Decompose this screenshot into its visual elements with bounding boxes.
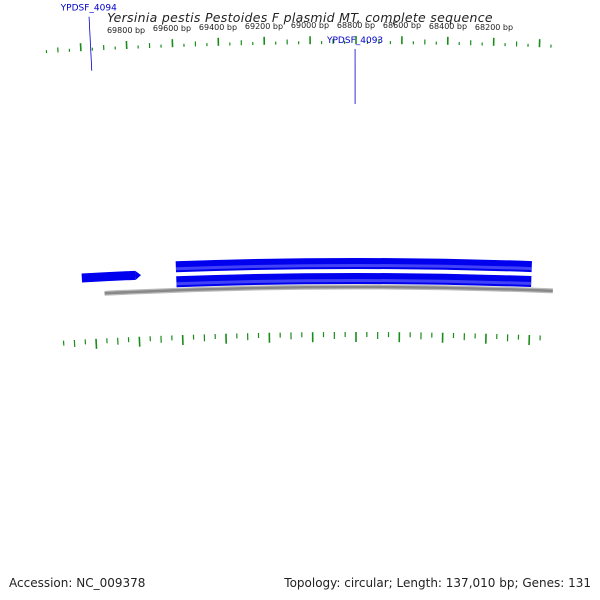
tick-label: 69800 bp <box>107 26 145 35</box>
gene-arc-highlight <box>176 278 532 286</box>
tick-label: 69600 bp <box>153 24 191 33</box>
gene-leader-line <box>88 16 93 71</box>
gene-label: YPDSF_4093 <box>326 36 383 46</box>
tick-label: 68200 bp <box>475 23 513 32</box>
tick-label: 68400 bp <box>429 22 467 31</box>
backbone-line <box>104 285 553 295</box>
gene-arc-highlight <box>175 263 532 271</box>
tick-label: 68800 bp <box>337 21 375 30</box>
gene-label: YPDSF_4094 <box>60 4 117 14</box>
topology-stats-text: Topology: circular; Length: 137,010 bp; … <box>284 576 591 590</box>
accession-text: Accession: NC_009378 <box>9 576 146 590</box>
gene-ypdsf_4094 <box>81 270 142 283</box>
gene-ypdsf_4093 <box>175 257 532 288</box>
tick-label: 69200 bp <box>245 22 283 31</box>
gene-arc-body <box>81 270 136 283</box>
tick-label: 69400 bp <box>199 23 237 32</box>
outer-tick-ring <box>45 36 552 54</box>
backbone-layer <box>104 284 553 296</box>
genes-layer <box>81 257 532 288</box>
inner-tick-ring <box>62 332 541 349</box>
map-title: Yersinia pestis Pestoides F plasmid MT, … <box>107 10 493 25</box>
tick-labels: 69800 bp 69600 bp 69400 bp 69200 bp 69000 bp… <box>107 21 513 35</box>
tick-label: 68600 bp <box>383 21 421 30</box>
gene-labels: YPDSF_4094 YPDSF_4093 <box>60 4 383 105</box>
gene-arrow-tip <box>135 270 142 280</box>
tick-label: 69000 bp <box>291 21 329 30</box>
inner-tick <box>95 338 98 349</box>
